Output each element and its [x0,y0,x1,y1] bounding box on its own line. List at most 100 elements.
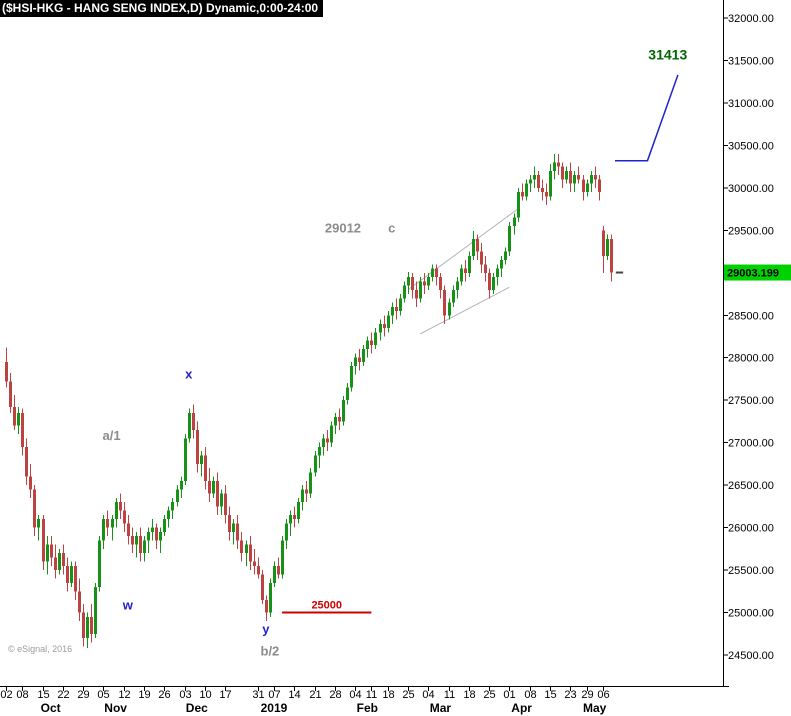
candle [285,523,288,541]
candle [29,476,32,490]
y-axis-label: 25000.00 [728,608,774,620]
candle [374,332,377,345]
x-axis-date-label: 28 [329,689,341,701]
candle [253,561,256,566]
candle [261,574,264,600]
wave-label-b2: b/2 [261,644,280,659]
candle [472,238,475,256]
x-axis-date-label: 29 [77,689,89,701]
candle [549,170,552,197]
candle [289,514,292,524]
candle [167,510,170,520]
candle [54,557,57,571]
x-axis-month-label: Dec [186,701,208,715]
candle [102,519,105,541]
candle [606,238,609,256]
candle [25,446,28,477]
candle [17,412,20,426]
candle [452,289,455,303]
x-axis-date-label: 17 [219,689,231,701]
candle [525,183,528,197]
candle [245,544,248,554]
candle [224,493,227,515]
candle [212,480,215,494]
candle [131,536,134,545]
candle [232,523,235,532]
candle [395,306,398,312]
candle [70,565,73,583]
x-axis-date-label: 18 [382,689,394,701]
candle [460,268,463,282]
candle [598,179,601,193]
last-price-tag: 29003.199 [724,264,791,281]
candle [350,366,353,388]
candle [143,540,146,554]
candle [98,540,101,588]
candle [37,519,40,528]
candle [33,489,36,528]
candle [78,591,81,613]
candle [439,277,442,290]
candle [46,544,49,562]
candle [419,281,422,299]
candle [577,175,580,180]
wave-label-31413: 31413 [648,46,687,62]
candle [561,166,564,180]
candle [590,175,593,184]
candle [82,612,85,639]
candle [127,523,130,537]
candle [188,412,191,439]
candle [13,406,16,426]
y-axis-label: 24500.00 [728,650,774,662]
candle [435,268,438,278]
x-axis-date-label: 11 [366,689,377,701]
candle [488,272,491,290]
candle [94,587,97,634]
candle [537,175,540,188]
candle [66,565,69,583]
esignal-watermark: © eSignal, 2016 [8,644,73,654]
candle [326,438,329,443]
x-axis-date-label: 03 [179,689,191,701]
candle [480,251,483,265]
y-axis-label: 28500.00 [728,310,774,322]
y-axis-label: 29500.00 [728,225,774,237]
candle [58,553,61,571]
candle [281,540,284,575]
candle [492,277,495,290]
candle [147,531,150,541]
candle [464,268,467,273]
candle [176,489,179,503]
channel-line [419,286,510,335]
candle [171,502,174,511]
candles-layer [5,153,613,649]
candle [500,260,503,269]
candle [370,340,373,345]
x-axis-date-label: 19 [138,689,150,701]
candle [216,480,219,507]
candle [582,179,585,193]
candle [180,480,183,490]
candle [135,536,138,545]
wave-label-29012: 29012 [325,221,361,236]
channel-lines [407,208,518,335]
candle [448,302,451,316]
candle [305,489,308,494]
x-axis-month-label: Feb [357,701,378,715]
candle [139,536,142,554]
y-axis-label: 25500.00 [728,565,774,577]
candle [115,502,118,520]
candle [366,340,369,350]
candle [301,489,304,503]
x-axis-date-label: 04 [349,689,361,701]
candle [159,531,162,541]
candle [431,268,434,278]
last-price-tag-bg [724,264,791,281]
candle [338,417,341,422]
y-axis-label: 26500.00 [728,480,774,492]
x-axis-date-label: 14 [288,689,300,701]
candle [163,519,166,532]
candle [354,357,357,367]
x-axis-month-label: Mar [430,701,452,715]
